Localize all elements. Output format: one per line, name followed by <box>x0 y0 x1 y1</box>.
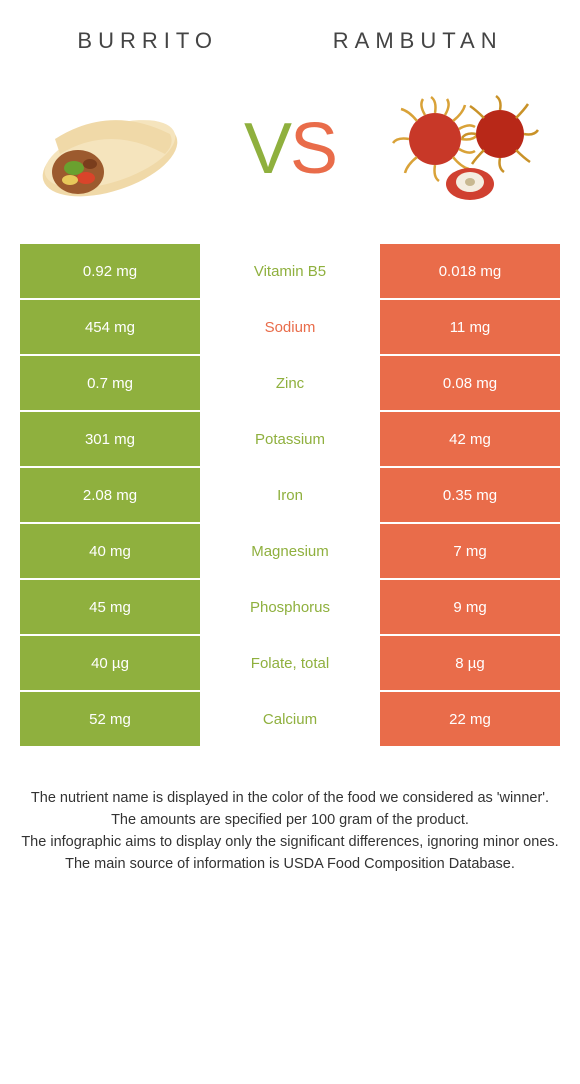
value-left: 0.7 mg <box>20 356 200 412</box>
value-right: 11 mg <box>380 300 560 356</box>
value-left: 40 mg <box>20 524 200 580</box>
nutrient-label: Zinc <box>200 356 380 412</box>
value-right: 42 mg <box>380 412 560 468</box>
table-row: 40 mgMagnesium7 mg <box>20 524 560 580</box>
nutrient-label: Potassium <box>200 412 380 468</box>
vs-v: V <box>244 108 290 190</box>
footer-line: The infographic aims to display only the… <box>20 832 560 853</box>
value-left: 2.08 mg <box>20 468 200 524</box>
table-row: 2.08 mgIron0.35 mg <box>20 468 560 524</box>
value-left: 454 mg <box>20 300 200 356</box>
value-right: 0.018 mg <box>380 244 560 300</box>
value-right: 8 µg <box>380 636 560 692</box>
header: Burrito Rambutan <box>0 0 580 64</box>
footer-line: The amounts are specified per 100 gram o… <box>20 810 560 831</box>
value-right: 7 mg <box>380 524 560 580</box>
comparison-table: 0.92 mgVitamin B50.018 mg454 mgSodium11 … <box>20 244 560 748</box>
nutrient-label: Sodium <box>200 300 380 356</box>
nutrient-label: Vitamin B5 <box>200 244 380 300</box>
value-right: 0.35 mg <box>380 468 560 524</box>
value-left: 0.92 mg <box>20 244 200 300</box>
footer-notes: The nutrient name is displayed in the co… <box>0 748 580 875</box>
vs-s: S <box>290 108 336 190</box>
burrito-image <box>30 84 190 214</box>
title-right: Rambutan <box>333 28 503 54</box>
value-left: 45 mg <box>20 580 200 636</box>
table-row: 40 µgFolate, total8 µg <box>20 636 560 692</box>
table-row: 301 mgPotassium42 mg <box>20 412 560 468</box>
table-row: 52 mgCalcium22 mg <box>20 692 560 748</box>
table-row: 0.92 mgVitamin B50.018 mg <box>20 244 560 300</box>
table-row: 45 mgPhosphorus9 mg <box>20 580 560 636</box>
nutrient-label: Iron <box>200 468 380 524</box>
nutrient-label: Phosphorus <box>200 580 380 636</box>
vs-row: VS <box>0 64 580 244</box>
value-right: 0.08 mg <box>380 356 560 412</box>
value-left: 301 mg <box>20 412 200 468</box>
value-left: 52 mg <box>20 692 200 748</box>
title-left: Burrito <box>77 28 218 54</box>
footer-line: The nutrient name is displayed in the co… <box>20 788 560 809</box>
value-right: 9 mg <box>380 580 560 636</box>
table-row: 454 mgSodium11 mg <box>20 300 560 356</box>
rambutan-image <box>390 84 550 214</box>
value-right: 22 mg <box>380 692 560 748</box>
vs-label: VS <box>244 108 336 190</box>
value-left: 40 µg <box>20 636 200 692</box>
nutrient-label: Calcium <box>200 692 380 748</box>
table-row: 0.7 mgZinc0.08 mg <box>20 356 560 412</box>
nutrient-label: Folate, total <box>200 636 380 692</box>
footer-line: The main source of information is USDA F… <box>20 854 560 875</box>
nutrient-label: Magnesium <box>200 524 380 580</box>
